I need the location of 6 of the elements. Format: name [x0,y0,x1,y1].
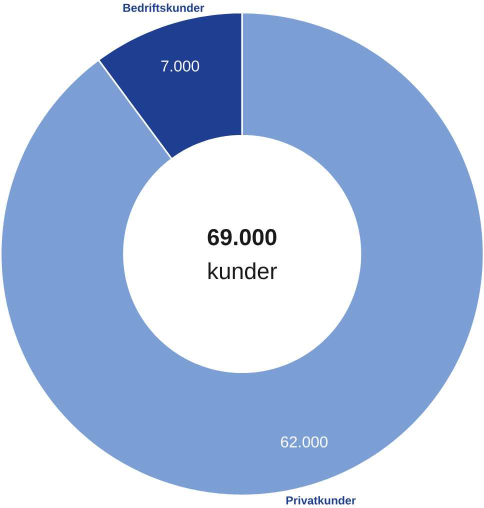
slice-label: Privatkunder [286,496,356,505]
data-label: 62.000 [280,436,328,448]
text: kunder [208,262,277,280]
text: 69.000 [208,229,276,246]
data-label: 7.000 [161,60,199,72]
slice-label: Bedriftskunder [123,3,204,12]
